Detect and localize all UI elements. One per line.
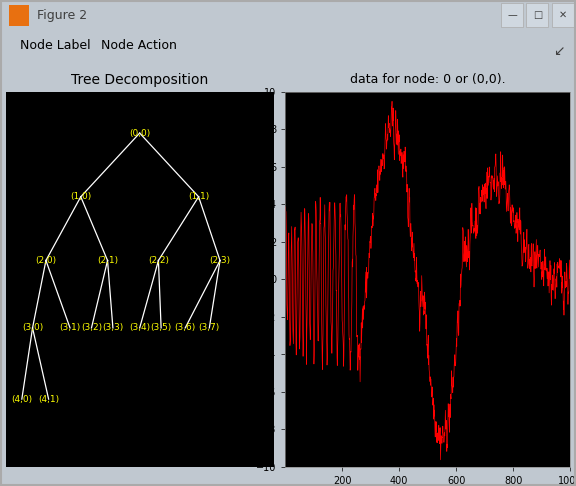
Text: (3,7): (3,7): [199, 323, 220, 332]
Text: (2,0): (2,0): [35, 256, 56, 265]
Text: (2,2): (2,2): [148, 256, 169, 265]
Bar: [9, 4, 29, 26]
Text: (3,1): (3,1): [59, 323, 81, 332]
Bar: [552, 3, 574, 27]
Text: (0,0): (0,0): [129, 129, 150, 138]
Text: Node Label: Node Label: [20, 39, 91, 52]
Text: Figure 2: Figure 2: [37, 9, 88, 21]
Text: (3,6): (3,6): [175, 323, 196, 332]
Text: —: —: [507, 10, 517, 20]
Text: (2,3): (2,3): [210, 256, 230, 265]
Text: (3,2): (3,2): [81, 323, 102, 332]
Text: Tree Decomposition: Tree Decomposition: [71, 73, 209, 87]
Text: (1,1): (1,1): [188, 192, 209, 201]
Text: (3,0): (3,0): [22, 323, 43, 332]
Text: (2,1): (2,1): [97, 256, 118, 265]
Text: data for node: 0 or (0,0).: data for node: 0 or (0,0).: [350, 73, 506, 87]
Text: □: □: [533, 10, 542, 20]
Bar: [501, 3, 523, 27]
Text: (1,0): (1,0): [70, 192, 92, 201]
Text: (4,1): (4,1): [38, 395, 59, 403]
Text: (3,4): (3,4): [129, 323, 150, 332]
Bar: [526, 3, 548, 27]
Text: Node Action: Node Action: [101, 39, 177, 52]
Text: ✕: ✕: [559, 10, 567, 20]
Text: ↙: ↙: [553, 44, 564, 58]
Text: (3,3): (3,3): [103, 323, 123, 332]
Text: (3,5): (3,5): [150, 323, 172, 332]
Text: (4,0): (4,0): [12, 395, 32, 403]
